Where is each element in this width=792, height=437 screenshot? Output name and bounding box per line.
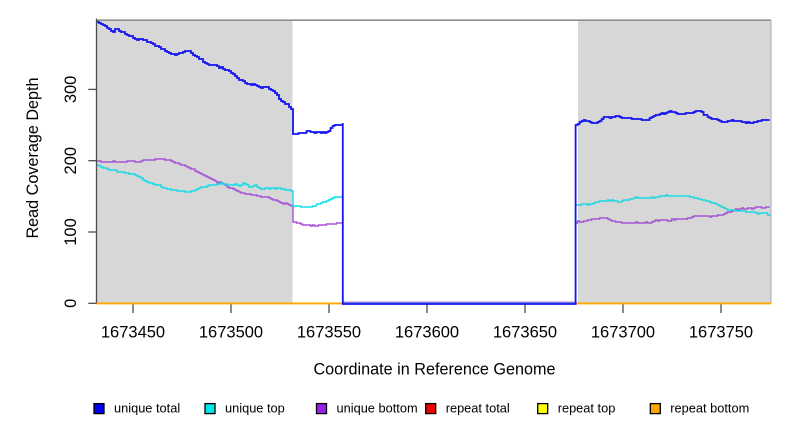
svg-text:unique total: unique total bbox=[114, 400, 180, 415]
svg-text:300: 300 bbox=[62, 76, 80, 104]
svg-text:1673650: 1673650 bbox=[493, 324, 557, 342]
svg-text:Coordinate in Reference Genome: Coordinate in Reference Genome bbox=[313, 360, 555, 378]
svg-text:unique bottom: unique bottom bbox=[337, 400, 418, 415]
svg-text:1673700: 1673700 bbox=[591, 324, 655, 342]
svg-text:unique top: unique top bbox=[225, 400, 285, 415]
svg-text:Read Coverage Depth: Read Coverage Depth bbox=[24, 77, 42, 238]
svg-text:1673450: 1673450 bbox=[101, 324, 165, 342]
svg-text:1673500: 1673500 bbox=[199, 324, 263, 342]
svg-text:1673750: 1673750 bbox=[689, 324, 753, 342]
svg-text:repeat bottom: repeat bottom bbox=[670, 400, 749, 415]
svg-text:repeat top: repeat top bbox=[558, 400, 616, 415]
svg-text:0: 0 bbox=[62, 299, 80, 308]
svg-text:1673550: 1673550 bbox=[297, 324, 361, 342]
svg-text:1673600: 1673600 bbox=[395, 324, 459, 342]
svg-text:repeat total: repeat total bbox=[446, 400, 510, 415]
svg-text:100: 100 bbox=[62, 218, 80, 246]
svg-text:200: 200 bbox=[62, 147, 80, 175]
